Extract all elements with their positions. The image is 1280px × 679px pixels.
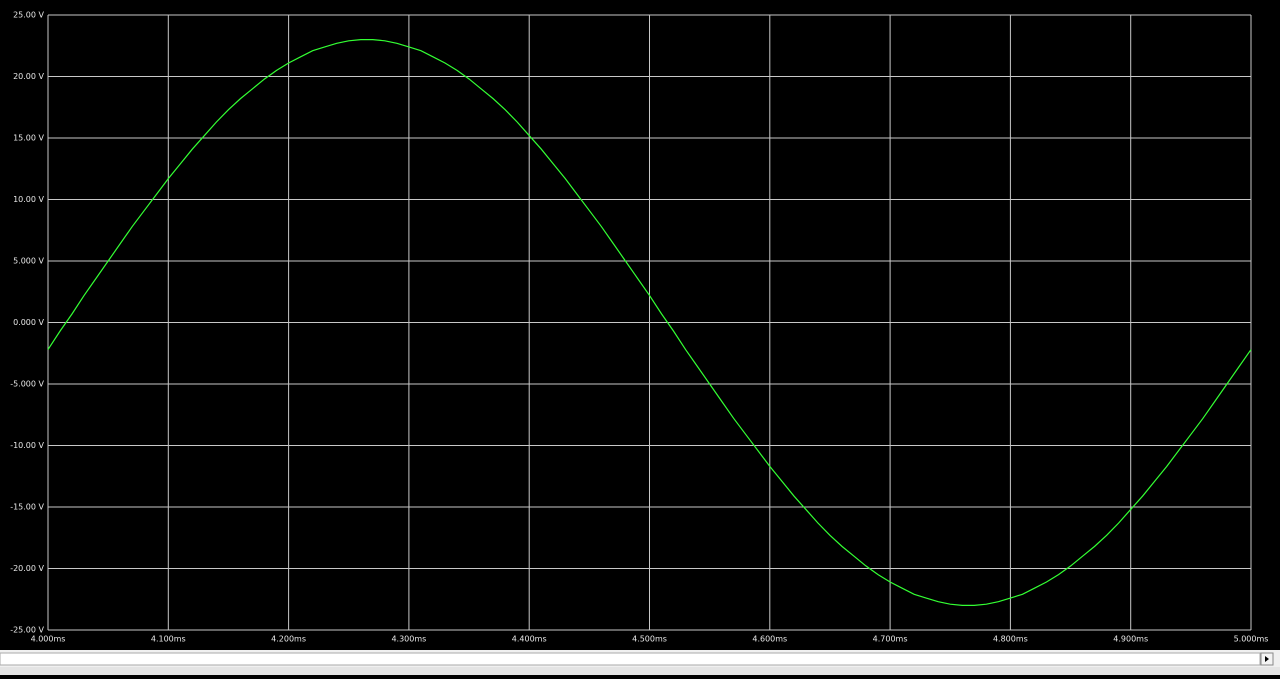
y-tick-label: 10.00 V — [13, 195, 44, 204]
x-tick-label: 4.500ms — [632, 635, 667, 644]
x-tick-label: 4.800ms — [993, 635, 1028, 644]
x-tick-label: 5.000ms — [1234, 635, 1269, 644]
tab-bar — [0, 667, 1280, 675]
y-tick-label: 20.00 V — [13, 72, 44, 81]
plot-background — [0, 0, 1280, 650]
x-tick-label: 4.400ms — [512, 635, 547, 644]
y-tick-label: -20.00 V — [10, 564, 44, 573]
x-tick-label: 4.900ms — [1113, 635, 1148, 644]
y-tick-label: 25.00 V — [13, 11, 44, 20]
x-tick-label: 4.200ms — [271, 635, 306, 644]
scroll-arrow — [1265, 656, 1269, 662]
data-line — [47, 39, 1252, 606]
x-tick-label: 4.000ms — [31, 635, 66, 644]
x-tick-label: 4.100ms — [151, 635, 186, 644]
x-tick-label: 4.600ms — [752, 635, 787, 644]
y-tick-label: 15.00 V — [13, 134, 44, 143]
y-tick-label: -25.00 V — [10, 626, 44, 635]
x-tick-label: 4.700ms — [873, 635, 908, 644]
y-tick-label: 0.000 V — [13, 318, 44, 327]
x-tick-label: 4.300ms — [391, 635, 426, 644]
y-tick-label: -5.000 V — [10, 380, 44, 389]
y-tick-label: -15.00 V — [10, 503, 44, 512]
y-tick-label: 5.000 V — [13, 257, 44, 266]
scrollbar-track — [0, 652, 1261, 666]
y-tick-label: -10.00 V — [10, 441, 44, 450]
